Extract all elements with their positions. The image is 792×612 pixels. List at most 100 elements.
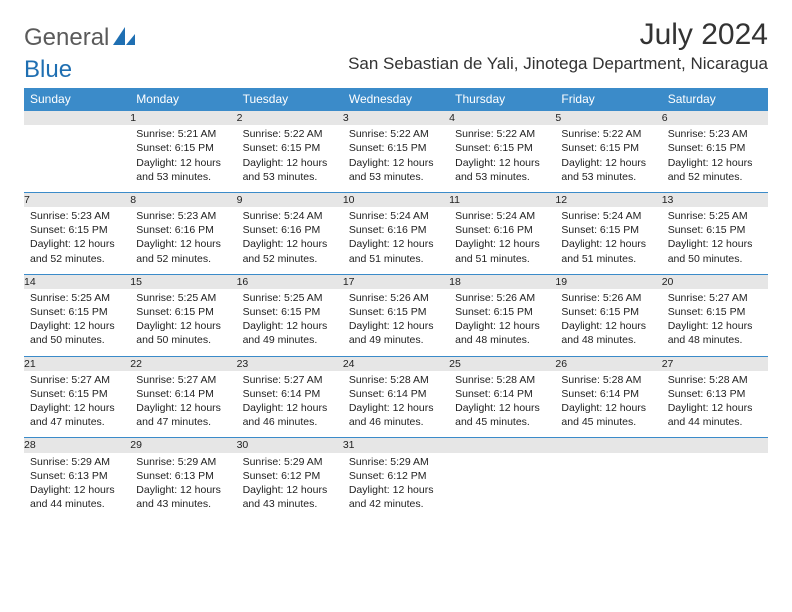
content-row: Sunrise: 5:21 AMSunset: 6:15 PMDaylight:… (24, 125, 768, 192)
content-row: Sunrise: 5:25 AMSunset: 6:15 PMDaylight:… (24, 289, 768, 356)
day-number: 10 (343, 192, 449, 207)
sunrise-text: Sunrise: 5:26 AM (455, 291, 549, 305)
day-number: 6 (662, 111, 768, 126)
day-number: 24 (343, 356, 449, 371)
daylight-text: Daylight: 12 hours and 46 minutes. (243, 401, 337, 429)
sunrise-text: Sunrise: 5:22 AM (561, 127, 655, 141)
day-cell (24, 125, 130, 192)
sunset-text: Sunset: 6:15 PM (668, 141, 762, 155)
weekday-header: Thursday (449, 88, 555, 111)
daylight-text: Daylight: 12 hours and 53 minutes. (455, 156, 549, 184)
sunset-text: Sunset: 6:15 PM (136, 305, 230, 319)
daynum-row: 28293031 (24, 438, 768, 453)
day-cell: Sunrise: 5:28 AMSunset: 6:13 PMDaylight:… (662, 371, 768, 438)
sunrise-text: Sunrise: 5:22 AM (243, 127, 337, 141)
sunrise-text: Sunrise: 5:27 AM (30, 373, 124, 387)
daylight-text: Daylight: 12 hours and 52 minutes. (30, 237, 124, 265)
day-number: 21 (24, 356, 130, 371)
sunset-text: Sunset: 6:15 PM (561, 223, 655, 237)
sunset-text: Sunset: 6:13 PM (30, 469, 124, 483)
sunset-text: Sunset: 6:15 PM (243, 141, 337, 155)
day-cell: Sunrise: 5:25 AMSunset: 6:15 PMDaylight:… (662, 207, 768, 274)
calendar-body: 123456Sunrise: 5:21 AMSunset: 6:15 PMDay… (24, 111, 768, 520)
daynum-row: 123456 (24, 111, 768, 126)
sunset-text: Sunset: 6:15 PM (136, 141, 230, 155)
daylight-text: Daylight: 12 hours and 46 minutes. (349, 401, 443, 429)
day-cell: Sunrise: 5:24 AMSunset: 6:15 PMDaylight:… (555, 207, 661, 274)
sunrise-text: Sunrise: 5:22 AM (349, 127, 443, 141)
sunset-text: Sunset: 6:13 PM (136, 469, 230, 483)
day-number: 31 (343, 438, 449, 453)
sunset-text: Sunset: 6:12 PM (243, 469, 337, 483)
daylight-text: Daylight: 12 hours and 44 minutes. (30, 483, 124, 511)
day-cell: Sunrise: 5:23 AMSunset: 6:15 PMDaylight:… (662, 125, 768, 192)
content-row: Sunrise: 5:23 AMSunset: 6:15 PMDaylight:… (24, 207, 768, 274)
daylight-text: Daylight: 12 hours and 53 minutes. (349, 156, 443, 184)
sunset-text: Sunset: 6:15 PM (30, 305, 124, 319)
content-row: Sunrise: 5:29 AMSunset: 6:13 PMDaylight:… (24, 453, 768, 520)
day-number (449, 438, 555, 453)
daylight-text: Daylight: 12 hours and 50 minutes. (30, 319, 124, 347)
day-cell: Sunrise: 5:27 AMSunset: 6:15 PMDaylight:… (662, 289, 768, 356)
daylight-text: Daylight: 12 hours and 48 minutes. (561, 319, 655, 347)
day-number: 12 (555, 192, 661, 207)
day-number: 8 (130, 192, 236, 207)
daylight-text: Daylight: 12 hours and 48 minutes. (668, 319, 762, 347)
sunrise-text: Sunrise: 5:29 AM (136, 455, 230, 469)
sunrise-text: Sunrise: 5:25 AM (668, 209, 762, 223)
day-number: 3 (343, 111, 449, 126)
logo: General (24, 24, 139, 52)
daylight-text: Daylight: 12 hours and 45 minutes. (561, 401, 655, 429)
sunrise-text: Sunrise: 5:24 AM (561, 209, 655, 223)
day-number: 19 (555, 274, 661, 289)
sunrise-text: Sunrise: 5:28 AM (668, 373, 762, 387)
sunrise-text: Sunrise: 5:28 AM (455, 373, 549, 387)
sunset-text: Sunset: 6:16 PM (349, 223, 443, 237)
daylight-text: Daylight: 12 hours and 45 minutes. (455, 401, 549, 429)
day-cell: Sunrise: 5:21 AMSunset: 6:15 PMDaylight:… (130, 125, 236, 192)
day-number: 15 (130, 274, 236, 289)
day-cell: Sunrise: 5:29 AMSunset: 6:12 PMDaylight:… (343, 453, 449, 520)
daylight-text: Daylight: 12 hours and 48 minutes. (455, 319, 549, 347)
day-cell: Sunrise: 5:22 AMSunset: 6:15 PMDaylight:… (237, 125, 343, 192)
day-cell: Sunrise: 5:25 AMSunset: 6:15 PMDaylight:… (24, 289, 130, 356)
sunset-text: Sunset: 6:15 PM (668, 305, 762, 319)
day-number: 18 (449, 274, 555, 289)
daylight-text: Daylight: 12 hours and 51 minutes. (455, 237, 549, 265)
day-cell (555, 453, 661, 520)
weekday-header: Wednesday (343, 88, 449, 111)
sunrise-text: Sunrise: 5:26 AM (561, 291, 655, 305)
calendar-page: General July 2024 San Sebastian de Yali,… (0, 0, 792, 537)
sunset-text: Sunset: 6:15 PM (455, 141, 549, 155)
day-number: 22 (130, 356, 236, 371)
daylight-text: Daylight: 12 hours and 44 minutes. (668, 401, 762, 429)
daylight-text: Daylight: 12 hours and 43 minutes. (243, 483, 337, 511)
sunrise-text: Sunrise: 5:25 AM (136, 291, 230, 305)
daylight-text: Daylight: 12 hours and 53 minutes. (243, 156, 337, 184)
sunrise-text: Sunrise: 5:29 AM (243, 455, 337, 469)
day-number: 7 (24, 192, 130, 207)
sunrise-text: Sunrise: 5:27 AM (668, 291, 762, 305)
day-cell: Sunrise: 5:24 AMSunset: 6:16 PMDaylight:… (343, 207, 449, 274)
day-number: 16 (237, 274, 343, 289)
day-cell: Sunrise: 5:28 AMSunset: 6:14 PMDaylight:… (555, 371, 661, 438)
content-row: Sunrise: 5:27 AMSunset: 6:15 PMDaylight:… (24, 371, 768, 438)
day-number: 23 (237, 356, 343, 371)
sunset-text: Sunset: 6:15 PM (349, 141, 443, 155)
daynum-row: 14151617181920 (24, 274, 768, 289)
day-cell: Sunrise: 5:22 AMSunset: 6:15 PMDaylight:… (555, 125, 661, 192)
day-cell: Sunrise: 5:26 AMSunset: 6:15 PMDaylight:… (449, 289, 555, 356)
day-number: 14 (24, 274, 130, 289)
daylight-text: Daylight: 12 hours and 52 minutes. (243, 237, 337, 265)
sail-icon (111, 25, 137, 52)
daylight-text: Daylight: 12 hours and 43 minutes. (136, 483, 230, 511)
day-number: 20 (662, 274, 768, 289)
daylight-text: Daylight: 12 hours and 52 minutes. (136, 237, 230, 265)
sunrise-text: Sunrise: 5:27 AM (243, 373, 337, 387)
day-cell: Sunrise: 5:26 AMSunset: 6:15 PMDaylight:… (343, 289, 449, 356)
calendar-table: Sunday Monday Tuesday Wednesday Thursday… (24, 88, 768, 519)
sunrise-text: Sunrise: 5:21 AM (136, 127, 230, 141)
sunrise-text: Sunrise: 5:24 AM (455, 209, 549, 223)
sunset-text: Sunset: 6:16 PM (136, 223, 230, 237)
sunset-text: Sunset: 6:15 PM (455, 305, 549, 319)
